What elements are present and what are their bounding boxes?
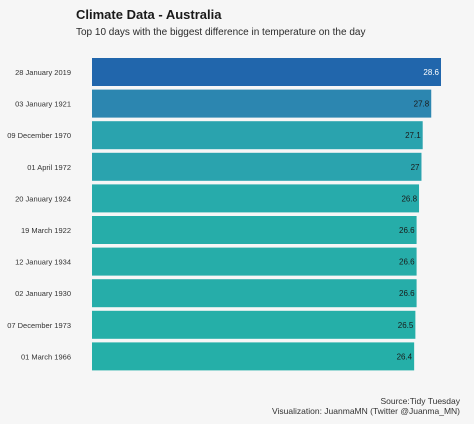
category-label-8: 02 January 1930 <box>15 289 71 298</box>
bar-7 <box>92 247 417 276</box>
category-label-6: 19 March 1922 <box>21 226 71 235</box>
value-label-5: 26.8 <box>401 194 417 203</box>
value-label-4: 27 <box>411 163 420 172</box>
category-label-5: 20 January 1924 <box>15 194 71 203</box>
value-label-10: 26.4 <box>397 352 413 361</box>
category-label-2: 03 January 1921 <box>15 100 71 109</box>
category-label-4: 01 April 1972 <box>27 163 71 172</box>
credit-caption: Visualization: JuanmaMN (Twitter @Juanma… <box>272 406 460 416</box>
category-label-1: 28 January 2019 <box>15 68 71 77</box>
bar-6 <box>92 216 417 244</box>
category-label-7: 12 January 1934 <box>15 258 71 267</box>
value-label-9: 26.5 <box>398 321 414 330</box>
value-label-7: 26.6 <box>399 258 415 267</box>
bar-4 <box>92 152 422 181</box>
category-label-10: 01 March 1966 <box>21 352 71 361</box>
bar-10 <box>92 342 415 371</box>
bar-2 <box>92 89 432 118</box>
value-label-6: 26.6 <box>399 226 415 235</box>
bar-9 <box>92 310 416 339</box>
chart-subtitle: Top 10 days with the biggest difference … <box>76 27 366 38</box>
category-label-3: 09 December 1970 <box>7 131 71 140</box>
value-label-3: 27.1 <box>405 131 421 140</box>
source-caption: Source:Tidy Tuesday <box>380 396 460 406</box>
category-label-9: 07 December 1973 <box>7 321 71 330</box>
bar-3 <box>92 121 423 150</box>
chart-title: Climate Data - Australia <box>76 7 222 22</box>
value-label-2: 27.8 <box>414 100 430 109</box>
bar-1 <box>92 58 441 86</box>
bar-8 <box>92 279 417 308</box>
bar-5 <box>92 184 420 213</box>
value-label-8: 26.6 <box>399 289 415 298</box>
value-label-1: 28.6 <box>423 68 439 77</box>
